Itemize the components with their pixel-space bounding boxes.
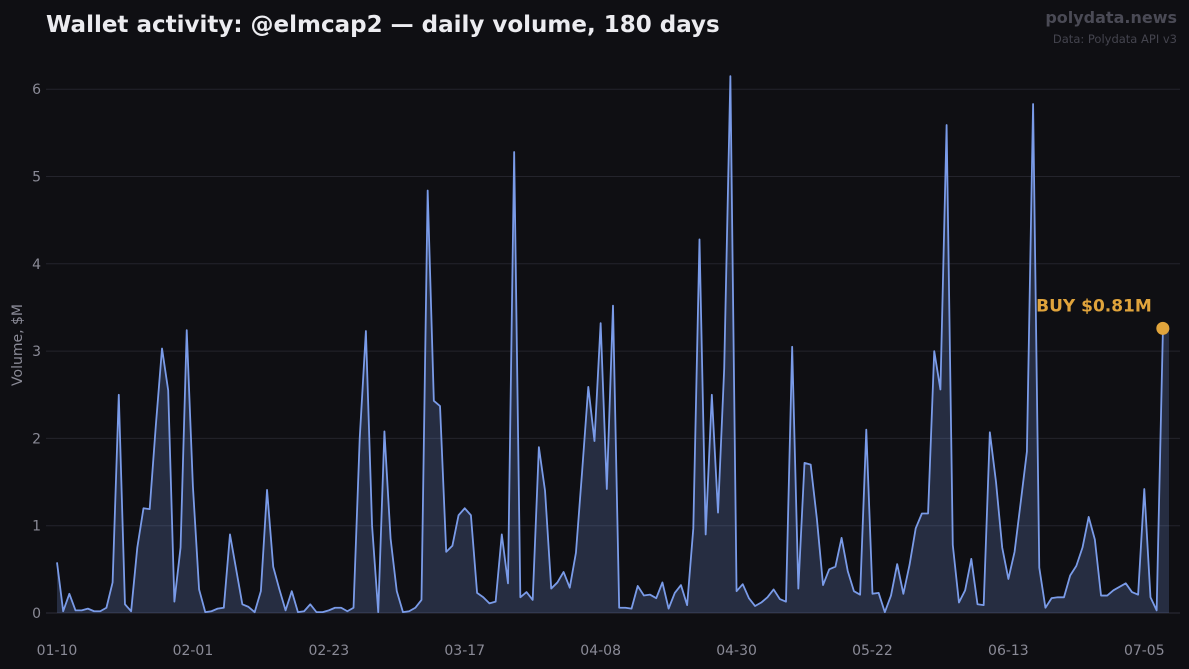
buy-marker[interactable] [1156,321,1170,335]
x-tick-label: 03-17 [444,643,485,659]
x-tick-label: 07-05 [1124,643,1165,659]
x-tick-label: 02-23 [308,643,349,659]
brand-logo: polydata.news [1045,8,1177,27]
y-tick-label: 3 [32,344,41,360]
x-tick-label: 04-30 [716,643,757,659]
volume-line [56,75,1170,614]
x-axis: 01-10 02-01 02-23 03-17 04-08 04-30 05-22 06-13… [37,643,1165,659]
x-tick-label: 05-22 [852,643,893,659]
y-tick-label: 6 [32,82,41,98]
chart-title: Wallet activity: @elmcap2 — daily volume… [46,12,720,38]
x-tick-label: 04-08 [580,643,621,659]
y-tick-label: 2 [32,431,41,447]
y-tick-label: 5 [32,170,41,186]
grid [46,88,1180,614]
y-tick-label: 1 [32,519,41,535]
y-axis-label: Volume, $M [10,304,26,386]
x-tick-label: 06-13 [988,643,1029,659]
data-source: Data: Polydata API v3 [1053,32,1177,46]
buy-annotation: BUY $0.81M [1036,296,1152,316]
y-tick-label: 0 [32,606,41,622]
x-tick-label: 02-01 [173,643,214,659]
x-tick-label: 01-10 [37,643,78,659]
y-axis: 0 1 2 3 4 5 6 [32,82,41,622]
y-tick-label: 4 [32,257,41,273]
